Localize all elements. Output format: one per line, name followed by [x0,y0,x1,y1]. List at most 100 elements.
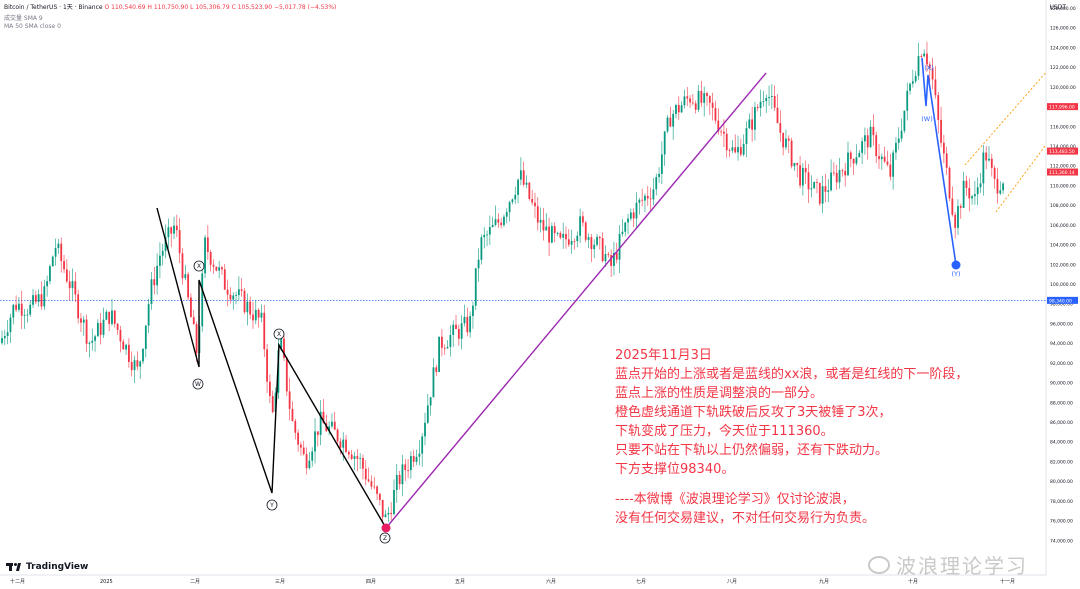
candle-body [903,110,906,131]
symbol-title: Bitcoin / TetherUS · 1天 · Binance [4,4,103,11]
candle-body [130,361,133,371]
candle-body [593,244,596,250]
candle-body [660,154,663,174]
wave-label: Z [383,535,387,542]
candle-body [395,474,398,490]
candle-body [139,361,142,367]
candle-body [443,347,446,349]
candle-body [779,123,782,133]
candle-body [254,309,257,321]
wave-label: Y [269,502,274,509]
candle-body [390,512,393,515]
time-tick-label: 十二月 [10,578,25,585]
candle-body [469,316,472,333]
candle-body [94,336,96,341]
candle-body [528,182,531,199]
candle-body [291,408,294,421]
candle-body [999,190,1002,194]
candle-body [914,75,917,82]
candle-body [534,202,536,207]
candle-body [328,426,331,432]
price-tick-label: 110,000.00 [1050,183,1076,189]
candle-body [57,243,60,248]
candle-body [579,216,581,236]
candle-body [43,286,46,307]
candle-body [855,157,858,164]
candle-body [486,234,488,236]
candle-body [322,411,325,424]
candle-body [954,214,957,228]
candle-body [548,226,550,243]
candle-body [570,241,573,245]
candle-body [494,219,497,225]
candle-body [793,162,796,167]
candle-body [68,281,71,289]
candle-body [283,338,285,358]
channel-lower-line [995,141,1049,213]
candle-body [316,431,319,435]
candle-body [80,318,82,323]
candle-body [418,453,421,457]
candle-body [85,319,88,344]
indicator-volume[interactable]: 成交量 SMA 9 [4,15,43,22]
candle-body [830,172,832,191]
candle-body [951,198,954,215]
candle-body [23,315,26,316]
weibo-watermark: 波浪理论学习 [868,550,1028,579]
candle-body [522,170,525,185]
candle-body [866,135,869,148]
candle-body [940,119,942,143]
tradingview-icon [6,563,22,571]
candle-body [816,181,818,183]
candle-body [638,199,641,203]
candle-body [147,304,150,326]
candle-body [181,253,184,279]
red-dot-marker [381,523,391,533]
candle-body [666,117,669,132]
candle-body [438,336,440,372]
candle-body [976,187,979,195]
candle-body [824,186,827,192]
wave-labels: X W X Y Z (X) (W) (Y) [192,64,961,544]
candle-body [725,133,728,151]
price-tick-label: 74,000.00 [1050,538,1073,544]
currency-label[interactable]: USDT [1049,4,1067,11]
annotation-text: 2025年11月3日 蓝点开始的上涨或者是蓝线的xx浪，或者是红线的下一阶段， … [615,348,969,477]
candle-body [917,56,920,76]
candle-body [432,367,435,398]
price-tag [1047,147,1078,155]
tradingview-logo[interactable]: TradingView [6,562,88,572]
candle-body [720,131,722,133]
time-tick-label: 五月 [455,579,465,585]
candle-body [393,489,395,515]
candle-body [813,181,816,189]
time-axis: 十二月 2025 二月 三月 四月 五月 六月 七月 八月 九月 十月 十一月 [0,574,1046,585]
price-tick-label: 116,000.00 [1050,124,1076,130]
purple-trend-line [385,72,767,529]
candle-body [370,481,373,487]
candle-body [237,289,240,296]
candle-body [889,164,892,177]
blue-wave-line [921,57,957,266]
candle-body [424,422,426,437]
candle-body [565,233,567,240]
indicator-ma[interactable]: MA 50 SMA close 0 [4,23,61,30]
candle-body [18,303,20,310]
candle-body [108,311,111,324]
candle-body [153,279,156,286]
candle-body [982,152,985,184]
wave-label-circle [273,328,285,340]
blue-dot-marker [951,260,961,270]
candle-body [742,144,745,155]
candle-body [319,411,322,435]
candle-body [508,202,511,213]
price-tick-label: 80,000.00 [1050,479,1073,485]
candle-body [144,325,147,349]
candle-body [765,98,768,102]
wave-label: W [195,381,201,388]
candle-body [754,107,756,130]
candle-body [607,254,610,256]
candle-body [551,226,553,243]
candle-body [457,329,460,339]
candle-body [257,309,260,318]
